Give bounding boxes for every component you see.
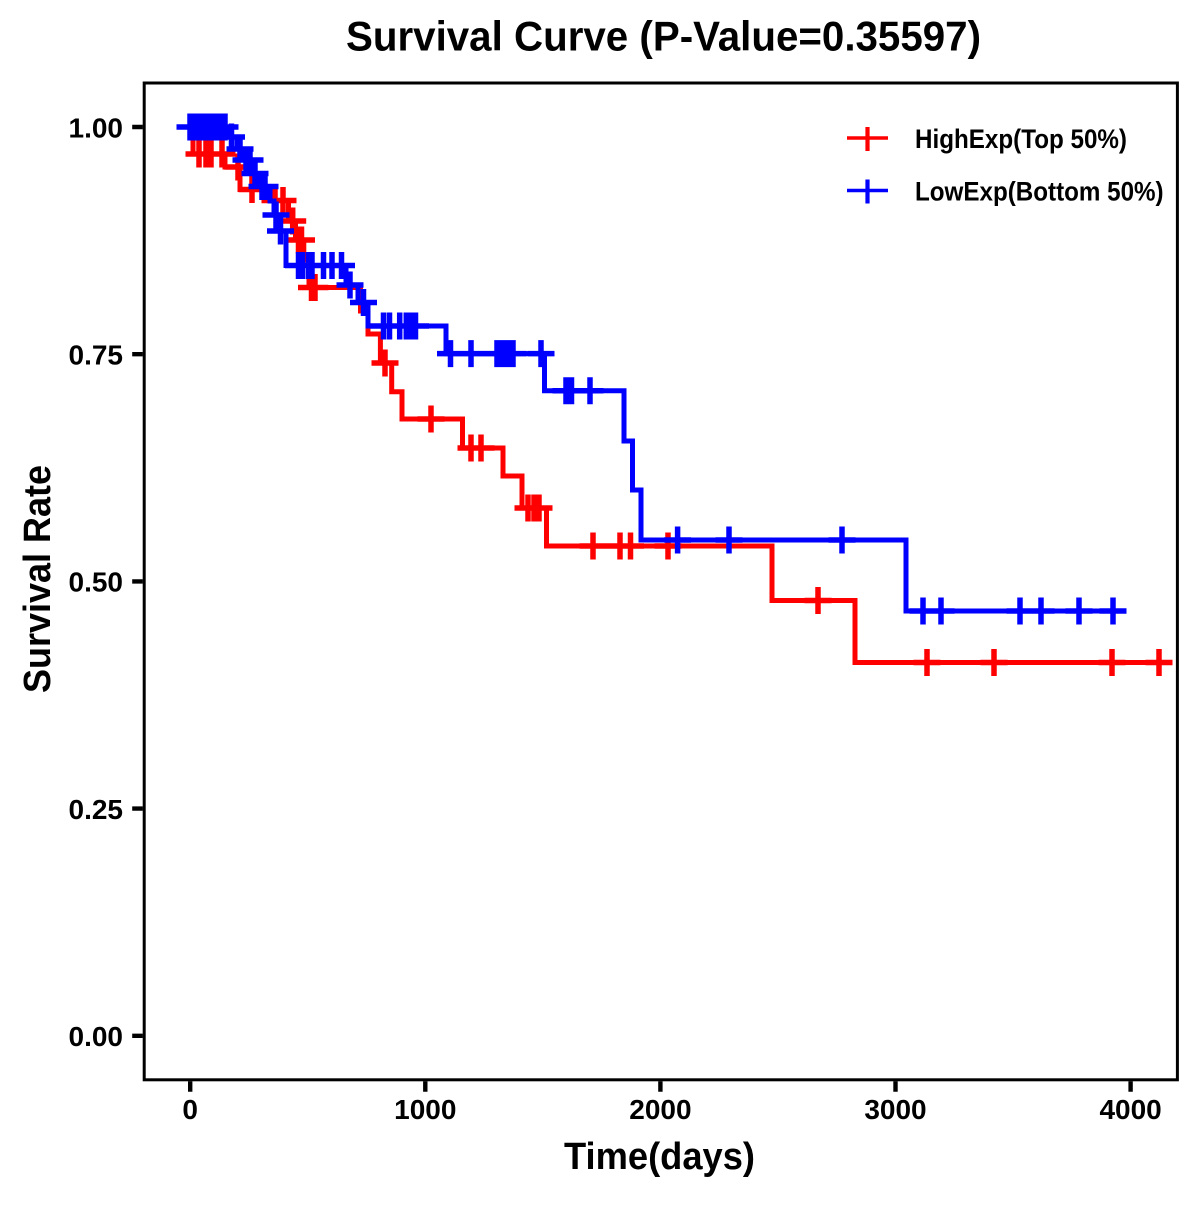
svg-text:Survival Curve (P-Value=0.3559: Survival Curve (P-Value=0.35597) (346, 13, 981, 60)
svg-text:4000: 4000 (1099, 1094, 1161, 1125)
svg-text:1.00: 1.00 (69, 112, 124, 143)
svg-text:1000: 1000 (394, 1094, 456, 1125)
svg-text:0.75: 0.75 (69, 340, 124, 371)
svg-text:Survival Rate: Survival Rate (17, 465, 59, 693)
svg-text:3000: 3000 (864, 1094, 926, 1125)
svg-text:0: 0 (182, 1094, 198, 1125)
svg-text:0.50: 0.50 (69, 567, 124, 598)
svg-text:LowExp(Bottom 50%): LowExp(Bottom 50%) (915, 177, 1164, 207)
svg-text:Time(days): Time(days) (564, 1136, 755, 1178)
svg-text:0.00: 0.00 (69, 1021, 124, 1052)
svg-text:0.25: 0.25 (69, 794, 124, 825)
svg-text:2000: 2000 (629, 1094, 691, 1125)
svg-text:HighExp(Top 50%): HighExp(Top 50%) (915, 124, 1127, 154)
